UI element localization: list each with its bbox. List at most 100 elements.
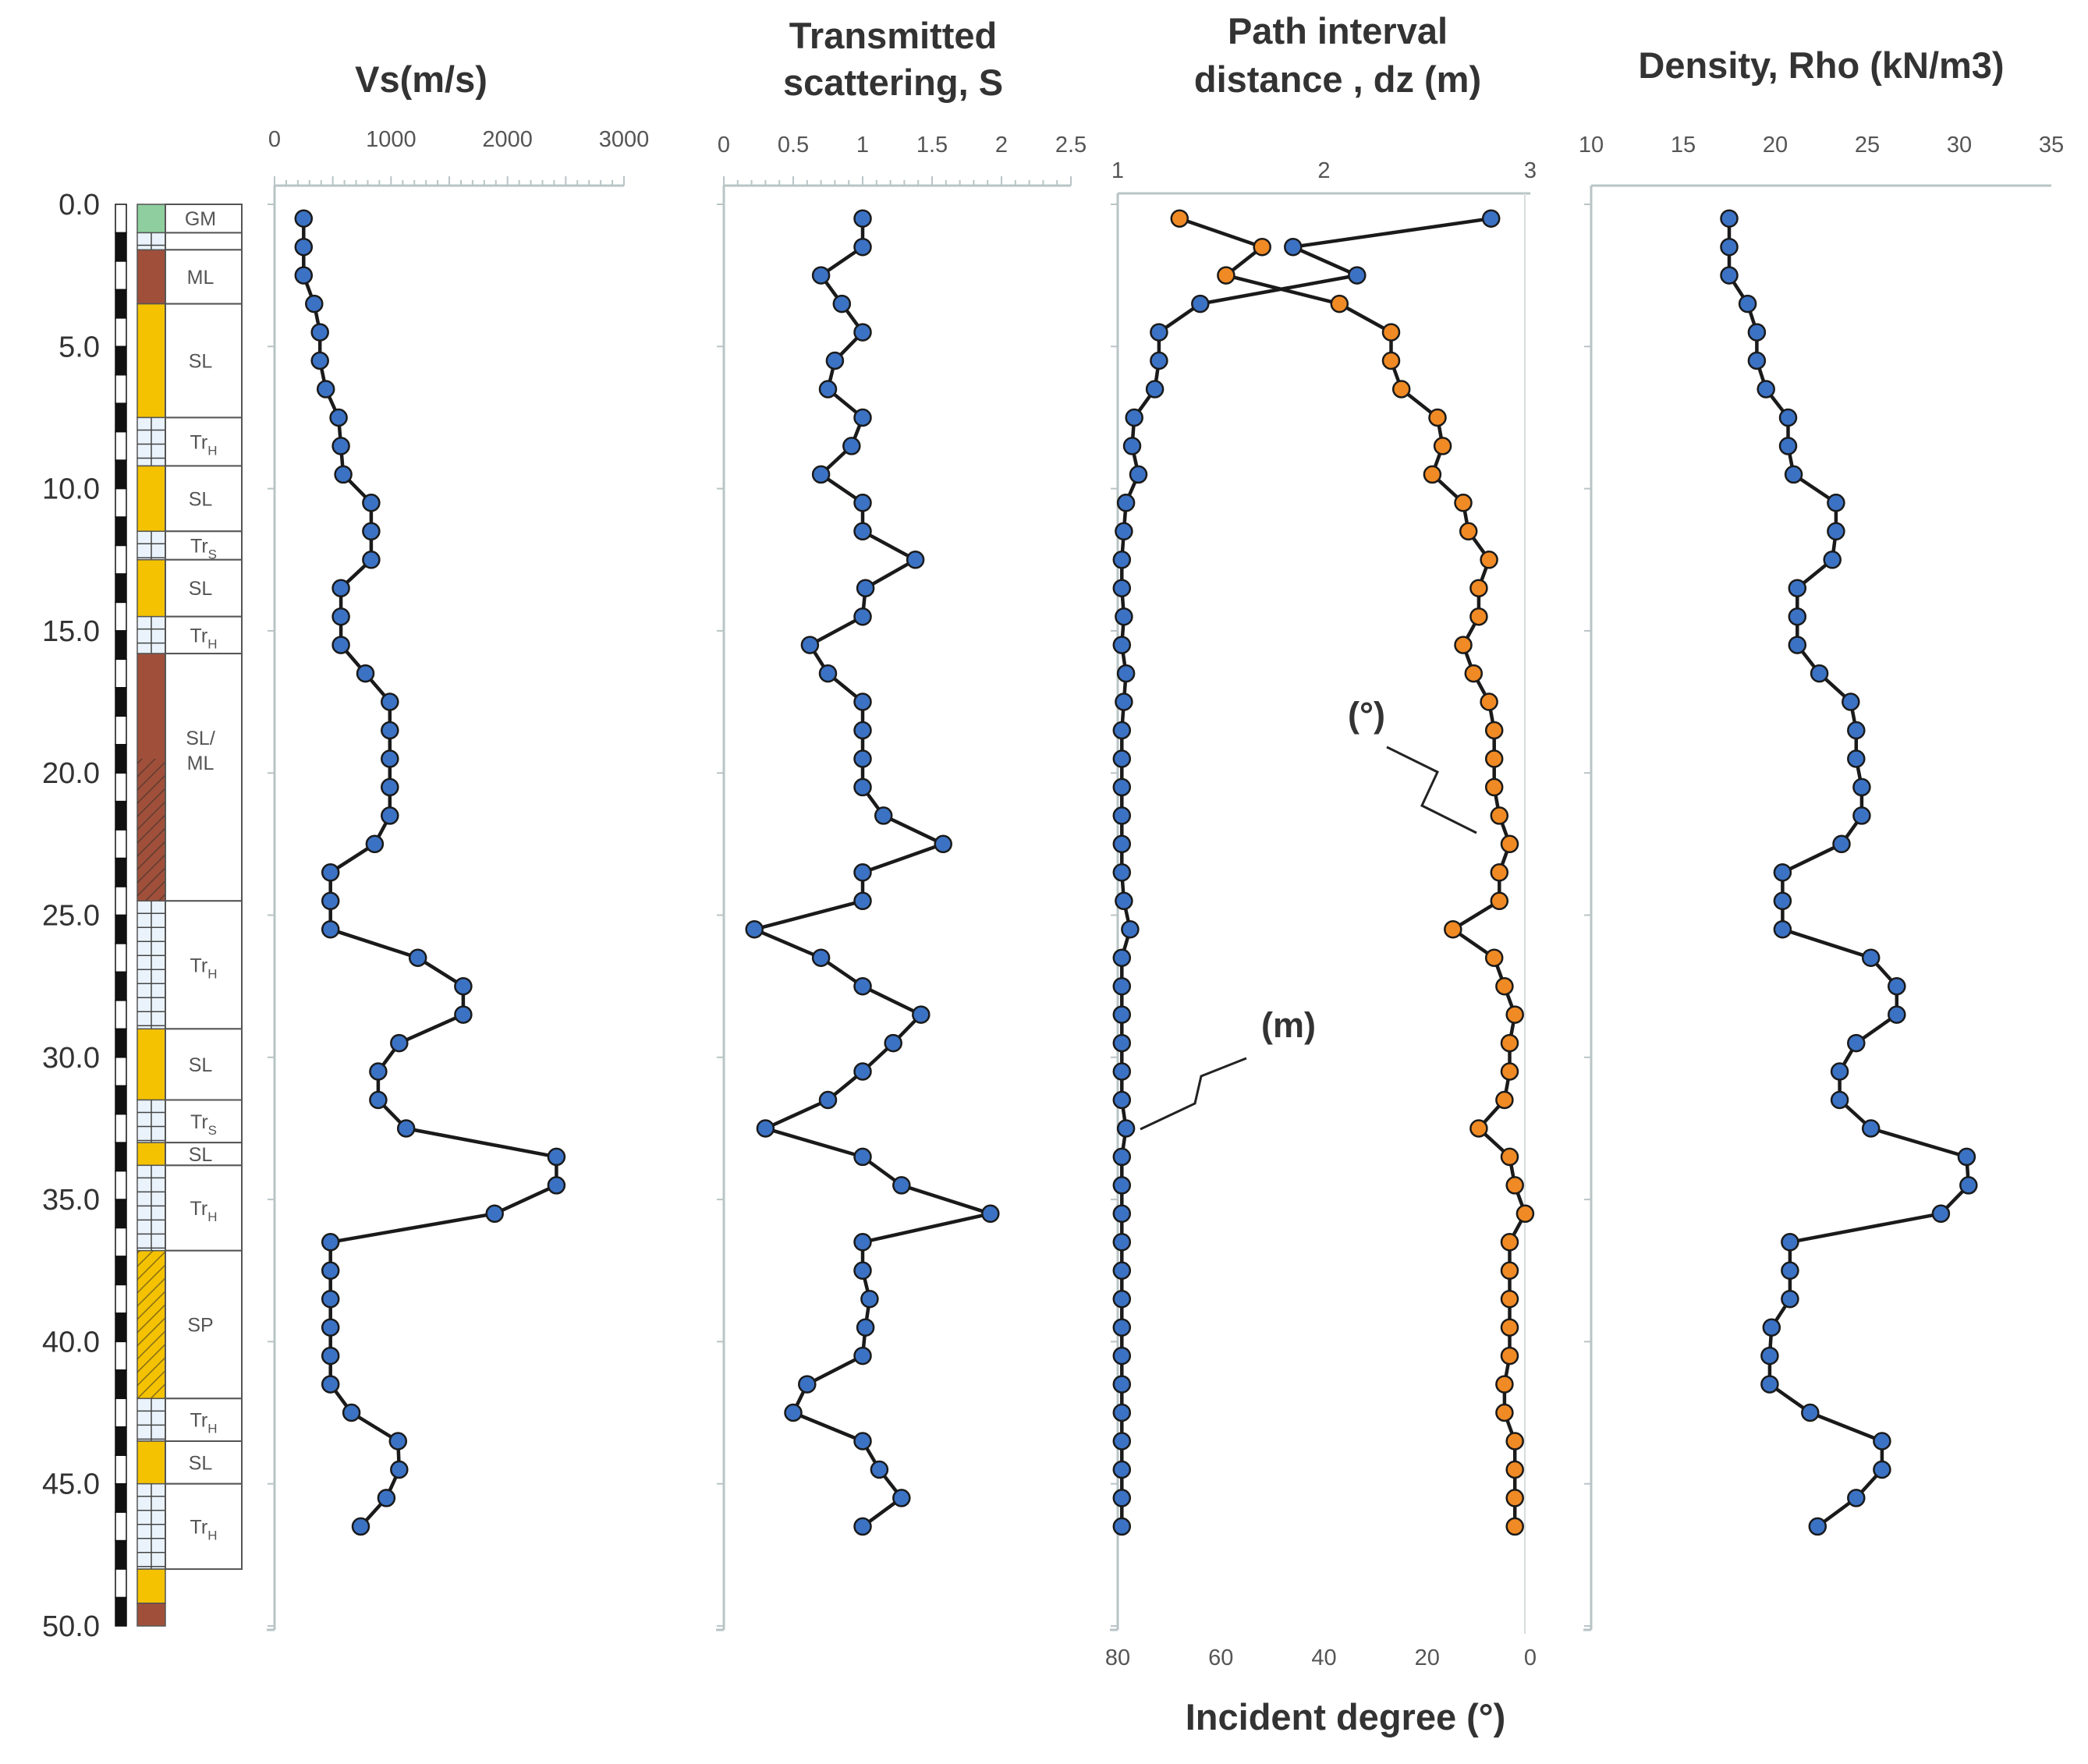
data-point: [1500, 1147, 1519, 1167]
data-point: [388, 1432, 408, 1451]
panel-title: Transmitted: [789, 15, 997, 56]
lithology-label: TrH: [190, 625, 218, 651]
lithology-label-cell: [165, 1440, 243, 1485]
lithology-label: TrS: [190, 1111, 217, 1138]
data-point: [1112, 1233, 1132, 1252]
bottom-axis-title: Incident degree (°): [1186, 1696, 1506, 1737]
data-point: [321, 1289, 340, 1309]
data-point: [1112, 1318, 1132, 1337]
data-point: [1484, 948, 1504, 967]
scale-bar-segment: [115, 260, 127, 291]
lithology-label: SL: [189, 1054, 213, 1076]
data-point: [1112, 1375, 1132, 1394]
data-point: [1112, 1346, 1132, 1366]
data-point: [856, 1318, 875, 1337]
scale-bar-segment: [115, 1227, 127, 1257]
data-point: [1781, 1261, 1799, 1280]
data-point: [981, 1204, 1000, 1224]
data-point: [1490, 806, 1509, 825]
data-point: [853, 1517, 872, 1536]
data-point: [1830, 1062, 1849, 1081]
data-point: [798, 1375, 817, 1394]
scale-bar-segment: [115, 317, 127, 348]
data-point: [1112, 834, 1132, 854]
lithology-label-subscript: H: [207, 1422, 217, 1436]
data-point: [906, 551, 925, 569]
data-point: [853, 891, 872, 911]
data-point: [1861, 948, 1881, 967]
data-point: [485, 1204, 504, 1224]
data-point: [1788, 607, 1807, 626]
data-point: [818, 380, 838, 398]
data-point: [408, 948, 427, 967]
scale-bar-segment: [115, 1568, 127, 1599]
data-point: [381, 692, 399, 711]
data-point: [1720, 237, 1739, 257]
data-point: [1112, 948, 1132, 967]
lithology-label: TrH: [190, 1198, 218, 1224]
data-point: [1495, 1403, 1514, 1422]
data-point: [334, 465, 353, 484]
data-point: [1444, 919, 1462, 939]
scale-bar-segment: [115, 345, 127, 376]
data-point: [1116, 494, 1136, 512]
data-point: [1217, 266, 1235, 285]
data-point: [1112, 636, 1132, 654]
data-point: [853, 1062, 872, 1081]
scale-bar-segment: [115, 1142, 127, 1172]
lithology-label-subscript: S: [208, 1123, 217, 1138]
scale-bar-segment: [115, 1057, 127, 1087]
lithology-layer: [136, 1028, 166, 1101]
data-point: [1500, 1289, 1519, 1309]
data-point: [310, 323, 329, 342]
series-line: [1179, 217, 1527, 1527]
data-point: [1500, 834, 1519, 854]
data-point: [351, 1517, 370, 1536]
scale-bar-segment: [115, 1085, 127, 1115]
lithology-label: TrH: [190, 1516, 218, 1543]
lithology-label-main: Tr: [190, 536, 208, 558]
data-point: [1115, 607, 1133, 626]
scale-bar-segment: [115, 943, 127, 973]
data-point: [856, 579, 875, 597]
data-point: [305, 294, 324, 313]
data-point: [1495, 976, 1514, 996]
data-point: [321, 1375, 340, 1394]
data-point: [454, 976, 473, 996]
data-point: [1464, 664, 1484, 683]
data-point: [1505, 1460, 1524, 1479]
scale-bar-segment: [115, 886, 127, 916]
data-point: [1500, 1318, 1519, 1337]
depth-tick-label: 5.0: [58, 331, 100, 363]
data-point: [1348, 266, 1367, 285]
data-point: [1852, 778, 1871, 797]
data-point: [853, 778, 872, 797]
data-point: [1788, 636, 1807, 654]
data-point: [1505, 1489, 1524, 1507]
scale-bar-segment: [115, 204, 127, 234]
data-point: [934, 834, 952, 854]
data-point: [1847, 1033, 1866, 1053]
data-point: [1112, 1147, 1132, 1167]
scale-bar-segment: [115, 487, 127, 518]
data-point: [860, 1289, 879, 1309]
data-point: [377, 1489, 396, 1507]
data-point: [390, 1460, 409, 1479]
data-point: [853, 1261, 872, 1280]
data-point: [1145, 380, 1165, 398]
lithology-label: TrH: [190, 431, 218, 458]
data-point: [1253, 237, 1271, 257]
data-point: [342, 1403, 361, 1422]
scale-bar-segment: [115, 1369, 127, 1400]
data-point: [1481, 209, 1501, 228]
data-point: [811, 266, 831, 285]
data-point: [853, 721, 872, 740]
data-point: [1500, 1233, 1519, 1252]
lithology-label-subscript: H: [207, 1210, 217, 1224]
x-tick-label: 2: [1317, 158, 1330, 183]
lithology-layer: [136, 559, 166, 618]
data-point: [1959, 1176, 1978, 1195]
x-tick-label: 3: [1524, 158, 1537, 183]
data-point: [1112, 1261, 1132, 1280]
data-point: [381, 806, 399, 825]
